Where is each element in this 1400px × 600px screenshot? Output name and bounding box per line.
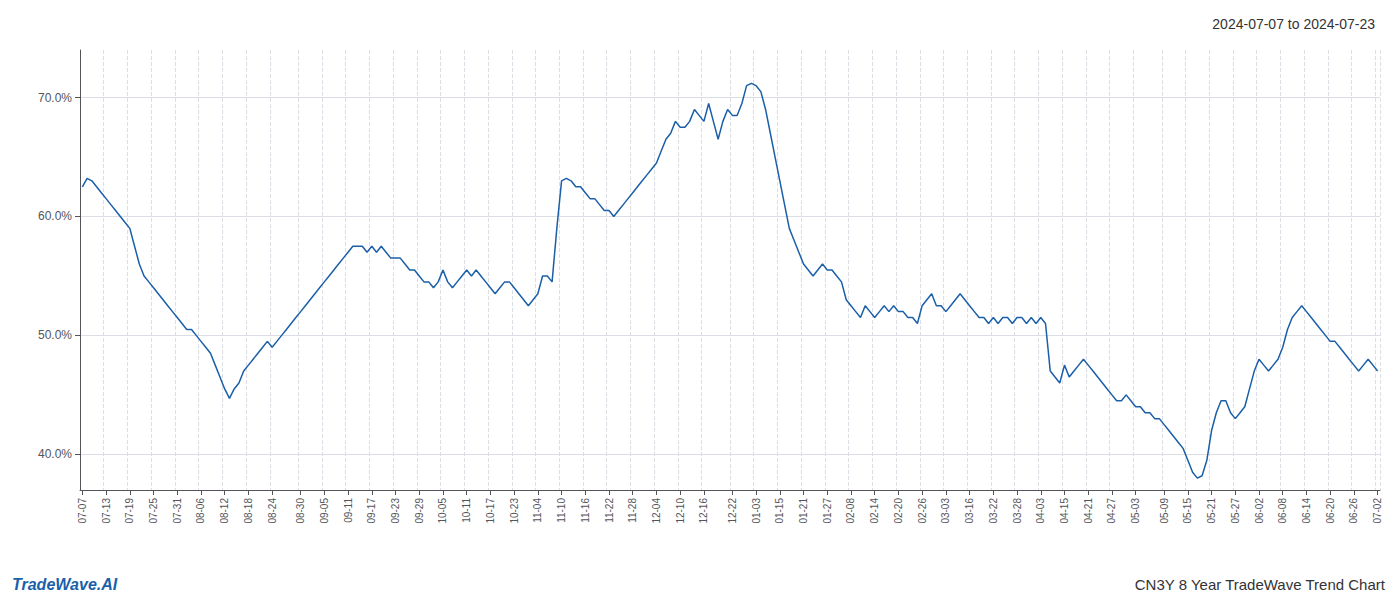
svg-text:03-03: 03-03 — [940, 498, 951, 524]
svg-text:09-17: 09-17 — [366, 498, 377, 524]
svg-text:12-16: 12-16 — [698, 498, 709, 524]
svg-text:10-23: 10-23 — [509, 498, 520, 524]
svg-text:70.0%: 70.0% — [38, 91, 72, 105]
svg-text:04-27: 04-27 — [1106, 498, 1117, 524]
svg-text:01-21: 01-21 — [798, 498, 809, 524]
svg-text:07-02: 07-02 — [1372, 498, 1383, 524]
svg-text:06-08: 06-08 — [1277, 498, 1288, 524]
svg-text:01-03: 01-03 — [751, 498, 762, 524]
svg-text:08-30: 08-30 — [295, 498, 306, 524]
svg-text:12-22: 12-22 — [727, 498, 738, 524]
svg-text:01-27: 01-27 — [822, 498, 833, 524]
svg-text:50.0%: 50.0% — [38, 328, 72, 342]
svg-text:08-12: 08-12 — [219, 498, 230, 524]
svg-text:08-18: 08-18 — [243, 498, 254, 524]
svg-text:12-04: 12-04 — [651, 498, 662, 524]
svg-text:04-03: 04-03 — [1035, 498, 1046, 524]
svg-text:05-21: 05-21 — [1206, 498, 1217, 524]
svg-text:04-21: 04-21 — [1083, 498, 1094, 524]
svg-text:07-25: 07-25 — [148, 498, 159, 524]
svg-text:11-04: 11-04 — [532, 498, 543, 523]
svg-text:11-10: 11-10 — [556, 498, 567, 523]
svg-text:11-28: 11-28 — [627, 498, 638, 523]
svg-text:CN3Y 8 Year TradeWave Trend Ch: CN3Y 8 Year TradeWave Trend Chart — [1135, 576, 1386, 593]
svg-text:08-24: 08-24 — [267, 498, 278, 524]
svg-text:TradeWave.AI: TradeWave.AI — [12, 576, 118, 593]
svg-text:09-29: 09-29 — [414, 498, 425, 524]
svg-text:03-22: 03-22 — [988, 498, 999, 524]
svg-text:10-17: 10-17 — [485, 498, 496, 524]
svg-text:11-16: 11-16 — [580, 498, 591, 523]
svg-text:10-05: 10-05 — [437, 498, 448, 524]
svg-text:04-15: 04-15 — [1059, 498, 1070, 524]
svg-text:08-06: 08-06 — [195, 498, 206, 524]
svg-text:09-23: 09-23 — [390, 498, 401, 524]
svg-text:05-27: 05-27 — [1230, 498, 1241, 524]
svg-text:2024-07-07 to 2024-07-23: 2024-07-07 to 2024-07-23 — [1212, 16, 1375, 32]
svg-text:40.0%: 40.0% — [38, 447, 72, 461]
svg-text:05-15: 05-15 — [1182, 498, 1193, 524]
svg-text:05-09: 05-09 — [1159, 498, 1170, 524]
svg-text:07-07: 07-07 — [77, 498, 88, 524]
svg-text:07-31: 07-31 — [172, 498, 183, 524]
svg-text:06-02: 06-02 — [1254, 498, 1265, 524]
svg-text:06-26: 06-26 — [1348, 498, 1359, 524]
svg-text:12-10: 12-10 — [675, 498, 686, 524]
svg-text:10-11: 10-11 — [461, 498, 472, 523]
svg-text:02-20: 02-20 — [893, 498, 904, 524]
svg-text:07-19: 07-19 — [124, 498, 135, 524]
svg-text:02-08: 02-08 — [845, 498, 856, 524]
svg-text:02-26: 02-26 — [917, 498, 928, 524]
svg-text:03-16: 03-16 — [964, 498, 975, 524]
svg-text:02-14: 02-14 — [869, 498, 880, 524]
svg-text:06-14: 06-14 — [1301, 498, 1312, 524]
svg-text:60.0%: 60.0% — [38, 209, 72, 223]
svg-text:09-11: 09-11 — [343, 498, 354, 523]
svg-text:11-22: 11-22 — [604, 498, 615, 523]
svg-text:01-15: 01-15 — [774, 498, 785, 524]
svg-text:09-05: 09-05 — [319, 498, 330, 524]
svg-text:05-03: 05-03 — [1130, 498, 1141, 524]
svg-text:03-28: 03-28 — [1012, 498, 1023, 524]
svg-text:07-13: 07-13 — [101, 498, 112, 524]
svg-text:06-20: 06-20 — [1325, 498, 1336, 524]
